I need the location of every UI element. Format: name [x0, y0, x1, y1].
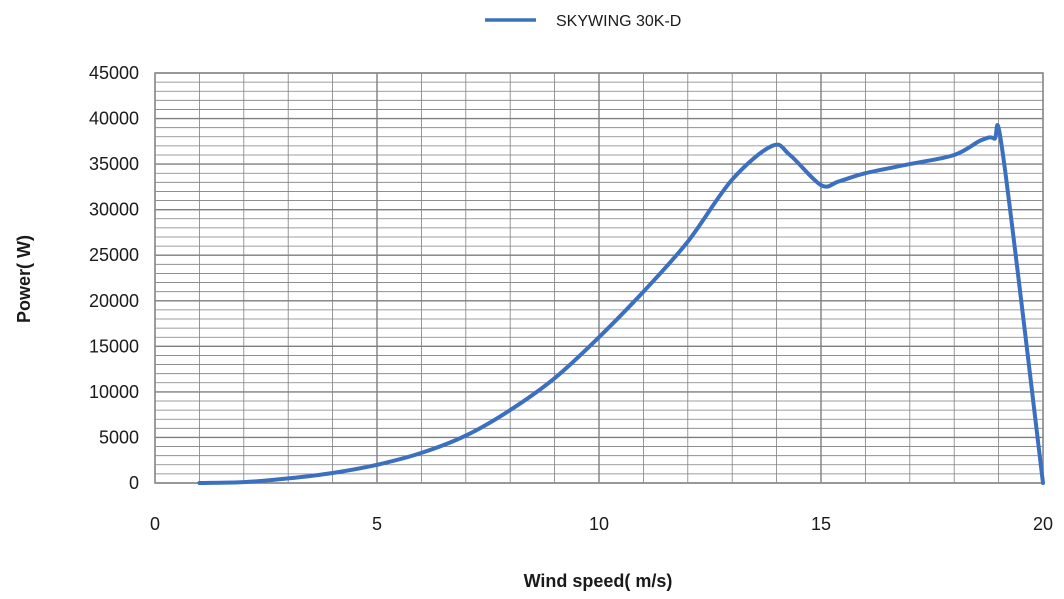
y-tick-label: 10000	[89, 382, 139, 402]
y-tick-label: 45000	[89, 63, 139, 83]
series-point	[242, 480, 246, 484]
series-point	[419, 451, 423, 455]
y-tick-label: 15000	[89, 336, 139, 356]
x-axis-title: Wind speed( m/s)	[524, 571, 673, 591]
y-tick-label: 20000	[89, 291, 139, 311]
series-point	[819, 183, 823, 187]
legend: SKYWING 30K-D	[485, 13, 681, 30]
series-point	[553, 376, 557, 380]
series-point	[641, 290, 645, 294]
series-point	[597, 335, 601, 339]
y-axis-ticks: 0 5000 10000 15000 20000 25000 30000 35000 40000…	[89, 63, 139, 493]
x-tick-label: 5	[372, 514, 382, 534]
x-tick-label: 20	[1033, 514, 1053, 534]
series-point	[863, 171, 867, 175]
y-tick-label: 5000	[99, 427, 139, 447]
series-point	[1041, 481, 1045, 485]
series-point	[686, 240, 690, 244]
y-tick-label: 35000	[89, 154, 139, 174]
legend-label: SKYWING 30K-D	[556, 13, 681, 30]
series-point	[979, 138, 983, 142]
y-tick-label: 0	[129, 473, 139, 493]
series-point	[837, 179, 841, 183]
series-point	[464, 434, 468, 438]
x-tick-label: 10	[589, 514, 609, 534]
y-tick-label: 40000	[89, 109, 139, 129]
series-point	[788, 153, 792, 157]
series-point	[952, 153, 956, 157]
series-point	[992, 137, 996, 141]
plot-area	[154, 72, 1044, 484]
x-tick-label: 15	[811, 514, 831, 534]
y-axis-title: Power( W)	[14, 235, 34, 323]
x-tick-label: 0	[150, 514, 160, 534]
series-point	[1001, 153, 1005, 157]
series-line-skywing-30k-d	[197, 123, 1045, 485]
series-point	[730, 178, 734, 182]
series-point	[286, 476, 290, 480]
series-point	[508, 408, 512, 412]
series-points	[197, 137, 1045, 485]
x-axis-ticks: 0 5 10 15 20	[150, 514, 1053, 534]
series-point	[908, 162, 912, 166]
y-tick-label: 25000	[89, 245, 139, 265]
series-point	[197, 481, 201, 485]
y-tick-label: 30000	[89, 200, 139, 220]
series-point	[331, 471, 335, 475]
series-point	[375, 463, 379, 467]
series-point	[770, 144, 774, 148]
